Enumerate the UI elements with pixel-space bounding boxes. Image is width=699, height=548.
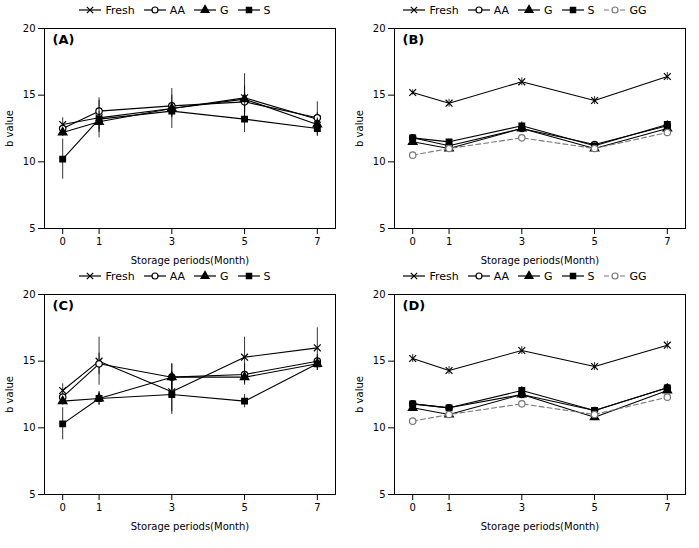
svg-text:0: 0 — [410, 236, 416, 247]
html-text:G: G — [544, 3, 553, 17]
svg-text:15: 15 — [373, 89, 386, 100]
html-text:AA: AA — [493, 269, 509, 283]
svg-text:5: 5 — [591, 236, 597, 247]
svg-text:(B): (B) — [403, 32, 425, 47]
svg-text:10: 10 — [23, 156, 36, 167]
svg-text:b value: b value — [4, 110, 15, 147]
html-text:G: G — [220, 269, 229, 283]
svg-text:(C): (C) — [53, 298, 74, 313]
svg-text:7: 7 — [664, 236, 670, 247]
svg-text:Storage periods(Month): Storage periods(Month) — [131, 255, 250, 266]
html-text:Fresh: Fresh — [105, 269, 135, 283]
svg-text:1: 1 — [96, 502, 102, 513]
html-text:Fresh: Fresh — [429, 3, 459, 17]
svg-text:(A): (A) — [53, 32, 75, 47]
svg-text:5: 5 — [379, 223, 385, 234]
html-text:GG: GG — [629, 3, 647, 17]
html-text:AA: AA — [169, 3, 186, 17]
svg-text:15: 15 — [23, 355, 36, 366]
svg-text:10: 10 — [23, 422, 36, 433]
svg-text:15: 15 — [373, 355, 386, 366]
svg-text:Storage periods(Month): Storage periods(Month) — [481, 255, 600, 266]
svg-text:20: 20 — [23, 23, 36, 34]
svg-text:3: 3 — [519, 502, 525, 513]
svg-text:b value: b value — [4, 376, 15, 413]
html-text:S: S — [587, 3, 595, 17]
svg-text:0: 0 — [60, 236, 66, 247]
svg-text:7: 7 — [314, 236, 320, 247]
svg-text:20: 20 — [23, 289, 36, 300]
html-text:S: S — [263, 269, 271, 283]
svg-text:10: 10 — [373, 422, 386, 433]
svg-text:5: 5 — [241, 236, 247, 247]
svg-text:10: 10 — [373, 156, 386, 167]
svg-text:b value: b value — [354, 376, 365, 413]
svg-text:0: 0 — [60, 502, 66, 513]
svg-text:5: 5 — [379, 489, 385, 500]
svg-text:5: 5 — [29, 489, 35, 500]
html-text:Fresh: Fresh — [105, 3, 135, 17]
html-text:S: S — [263, 3, 271, 17]
svg-text:b value: b value — [354, 110, 365, 147]
svg-text:Storage periods(Month): Storage periods(Month) — [131, 521, 250, 532]
svg-text:1: 1 — [96, 236, 102, 247]
svg-text:7: 7 — [314, 502, 320, 513]
svg-text:3: 3 — [169, 236, 175, 247]
svg-text:5: 5 — [29, 223, 35, 234]
html-text:S: S — [587, 269, 595, 283]
svg-text:20: 20 — [373, 289, 386, 300]
svg-text:3: 3 — [169, 502, 175, 513]
svg-text:1: 1 — [446, 502, 452, 513]
html-text:Fresh: Fresh — [429, 269, 459, 283]
svg-text:5: 5 — [241, 502, 247, 513]
svg-text:(D): (D) — [403, 298, 426, 313]
svg-text:1: 1 — [446, 236, 452, 247]
svg-text:Storage periods(Month): Storage periods(Month) — [481, 521, 600, 532]
svg-text:3: 3 — [519, 236, 525, 247]
html-text:G: G — [220, 3, 229, 17]
html-text:AA: AA — [169, 269, 186, 283]
svg-text:7: 7 — [664, 502, 670, 513]
svg-text:20: 20 — [373, 23, 386, 34]
html-text:G: G — [544, 269, 553, 283]
html-text:AA: AA — [493, 3, 509, 17]
svg-text:5: 5 — [591, 502, 597, 513]
html-text:GG: GG — [629, 269, 647, 283]
svg-text:0: 0 — [410, 502, 416, 513]
svg-text:15: 15 — [23, 89, 36, 100]
